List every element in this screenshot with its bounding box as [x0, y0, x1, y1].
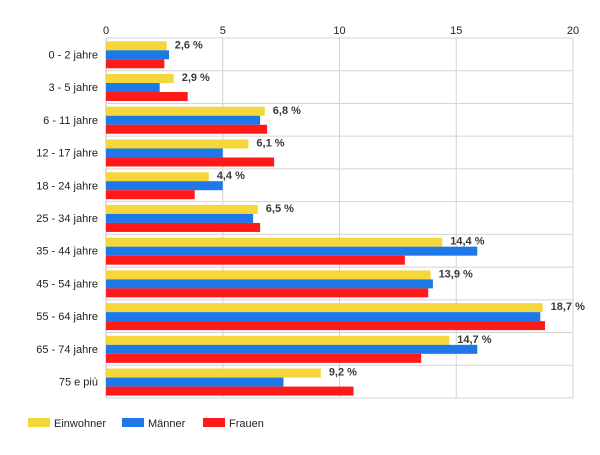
bar-m-nner — [106, 148, 223, 158]
bar-frauen — [106, 386, 354, 396]
bar-frauen — [106, 92, 188, 102]
x-axis-ticks: 0 5 10 15 20 — [103, 25, 579, 37]
bar-frauen — [106, 59, 165, 69]
bar-frauen — [106, 288, 429, 298]
bar-m-nner — [106, 50, 170, 60]
bar-frauen — [106, 124, 268, 134]
data-label: 2,6 % — [175, 39, 203, 51]
bar-einwohner — [106, 368, 321, 378]
category-label: 6 - 11 jahre — [43, 115, 98, 127]
category-label: 0 - 2 jahre — [48, 49, 98, 61]
bar-m-nner — [106, 377, 284, 387]
category-label: 18 - 24 jahre — [36, 180, 98, 192]
data-label: 18,7 % — [551, 301, 585, 313]
data-label: 13,9 % — [439, 268, 473, 280]
bar-einwohner — [106, 74, 174, 84]
bar-frauen — [106, 353, 422, 363]
data-label: 2,9 % — [182, 72, 210, 84]
bar-einwohner — [106, 335, 450, 345]
legend-swatch — [203, 418, 225, 427]
bar-m-nner — [106, 246, 478, 256]
bar-m-nner — [106, 213, 254, 223]
bar-frauen — [106, 321, 545, 331]
x-tick-label: 5 — [220, 25, 226, 37]
x-tick-label: 0 — [103, 25, 109, 37]
bar-frauen — [106, 190, 195, 200]
category-label: 75 e più — [59, 377, 98, 389]
bars — [106, 41, 545, 396]
category-label: 12 - 17 jahre — [36, 148, 98, 160]
legend-swatch — [122, 418, 144, 427]
data-label: 6,5 % — [266, 203, 294, 215]
bar-m-nner — [106, 279, 433, 289]
category-label: 55 - 64 jahre — [36, 311, 98, 323]
bar-m-nner — [106, 312, 541, 322]
data-label: 14,7 % — [457, 334, 491, 346]
bar-einwohner — [106, 204, 258, 214]
bar-einwohner — [106, 270, 431, 280]
data-label: 9,2 % — [329, 367, 357, 379]
x-tick-label: 10 — [333, 25, 345, 37]
bar-frauen — [106, 222, 261, 232]
bar-einwohner — [106, 303, 543, 313]
bar-einwohner — [106, 139, 249, 149]
x-tick-label: 15 — [450, 25, 462, 37]
x-tick-label: 20 — [567, 25, 579, 37]
bar-m-nner — [106, 181, 223, 191]
data-label: 4,4 % — [217, 170, 245, 182]
category-label: 3 - 5 jahre — [48, 82, 98, 94]
legend-label: Frauen — [229, 418, 264, 430]
legend-label: Männer — [148, 418, 186, 430]
bar-m-nner — [106, 344, 478, 354]
data-label: 6,1 % — [256, 137, 284, 149]
category-label: 45 - 54 jahre — [36, 278, 98, 290]
bar-m-nner — [106, 115, 261, 125]
legend-label: Einwohner — [54, 418, 106, 430]
data-labels: 2,6 % 2,9 % 6,8 % 6,1 % 4,4 % 6,5 % 14,4 % 13,9… — [175, 39, 585, 378]
category-label: 65 - 74 jahre — [36, 344, 98, 356]
bar-einwohner — [106, 106, 265, 116]
bar-m-nner — [106, 83, 160, 93]
legend-swatch — [28, 418, 50, 427]
bar-frauen — [106, 157, 275, 167]
bar-frauen — [106, 255, 405, 265]
bar-einwohner — [106, 237, 443, 247]
data-label: 6,8 % — [273, 105, 301, 117]
bar-einwohner — [106, 172, 209, 182]
bar-einwohner — [106, 41, 167, 51]
category-labels: 0 - 2 jahre 3 - 5 jahre 6 - 11 jahre 12 - 1… — [36, 49, 98, 388]
category-label: 25 - 34 jahre — [36, 213, 98, 225]
data-label: 14,4 % — [450, 236, 484, 248]
category-label: 35 - 44 jahre — [36, 246, 98, 258]
legend: Einwohner Männer Frauen — [28, 418, 264, 430]
